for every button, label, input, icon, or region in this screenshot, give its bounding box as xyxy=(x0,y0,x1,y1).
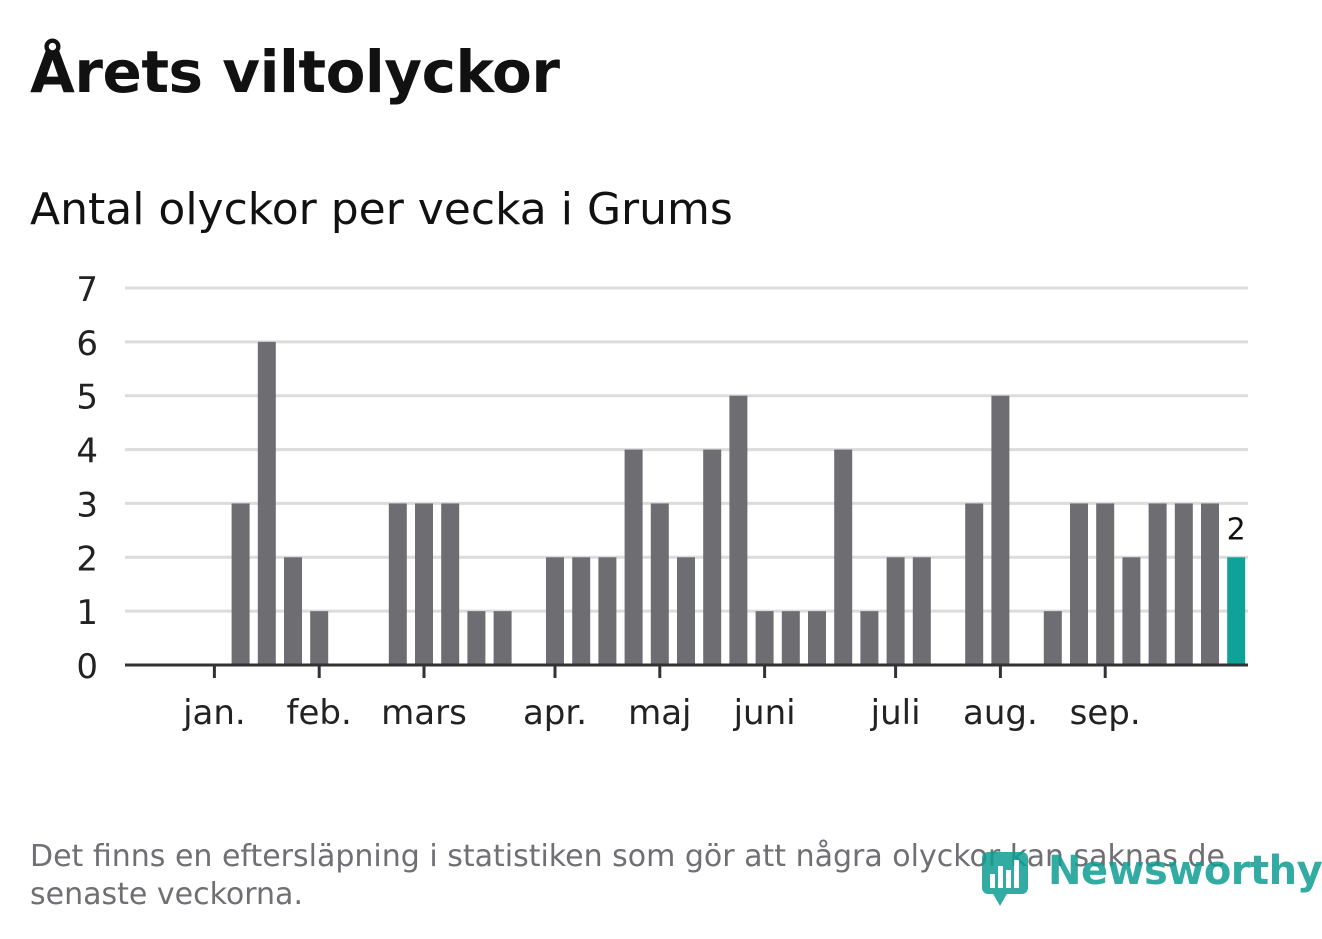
bar xyxy=(965,503,984,665)
bar xyxy=(1174,503,1193,665)
bar xyxy=(781,611,800,665)
bar xyxy=(1201,503,1219,665)
bar xyxy=(415,503,433,665)
bar xyxy=(388,503,407,665)
y-tick-label: 5 xyxy=(76,378,98,418)
y-tick-label: 6 xyxy=(76,324,98,364)
x-tick-label: maj xyxy=(628,693,691,733)
y-tick-label: 0 xyxy=(76,647,98,687)
bar xyxy=(1096,503,1115,665)
chart-subtitle: Antal olyckor per vecka i Grums xyxy=(30,184,733,235)
bar xyxy=(493,611,512,665)
bar xyxy=(755,611,774,665)
x-axis xyxy=(125,663,1248,678)
bar xyxy=(912,557,931,665)
newsworthy-logo: Newsworthy xyxy=(980,848,1322,910)
bar xyxy=(310,611,329,665)
bar xyxy=(1227,557,1246,665)
bar xyxy=(1122,557,1141,665)
bar xyxy=(991,395,1010,665)
bar xyxy=(231,503,250,665)
chart-title: Årets viltolyckor xyxy=(30,38,560,106)
bar xyxy=(677,557,695,665)
x-tick-label: juli xyxy=(870,693,921,733)
newsworthy-logo-icon xyxy=(982,852,1028,906)
bar xyxy=(441,503,460,665)
x-tick-label: feb. xyxy=(287,693,352,733)
bar xyxy=(886,557,905,665)
bar xyxy=(257,341,276,665)
bar xyxy=(624,449,643,665)
bar xyxy=(650,503,669,665)
bar xyxy=(860,611,879,665)
bar xyxy=(546,557,564,665)
bar-chart: 0 1 2 3 4 5 6 7 jan. feb. mars apr. maj juni juli aug.… xyxy=(76,270,1248,733)
bar xyxy=(284,557,302,665)
bar xyxy=(729,395,748,665)
y-tick-label: 1 xyxy=(76,593,98,633)
highlight-data-label: 2 xyxy=(1227,512,1246,547)
bars xyxy=(231,341,1246,665)
x-tick-label: aug. xyxy=(963,693,1038,733)
x-tick-label: apr. xyxy=(523,693,587,733)
bar xyxy=(1070,503,1088,665)
x-tick-label: sep. xyxy=(1070,693,1141,733)
x-tick-label: mars xyxy=(381,693,467,733)
data-labels: 2 xyxy=(1227,512,1246,547)
newsworthy-logo-text: Newsworthy xyxy=(1048,848,1322,894)
x-axis-labels: jan. feb. mars apr. maj juni juli aug. sep. xyxy=(182,693,1141,733)
x-tick-label: juni xyxy=(733,693,796,733)
bar xyxy=(834,449,853,665)
x-tick-label: jan. xyxy=(182,693,246,733)
bar xyxy=(1148,503,1167,665)
bar xyxy=(598,557,617,665)
y-tick-label: 3 xyxy=(76,485,98,525)
y-tick-label: 4 xyxy=(76,432,98,472)
bar xyxy=(572,557,591,665)
y-axis-labels: 0 1 2 3 4 5 6 7 xyxy=(76,270,98,687)
bar xyxy=(703,449,722,665)
bar xyxy=(808,611,826,665)
bar xyxy=(1043,611,1062,665)
bar xyxy=(467,611,486,665)
y-tick-label: 2 xyxy=(76,539,98,579)
y-tick-label: 7 xyxy=(76,270,98,310)
